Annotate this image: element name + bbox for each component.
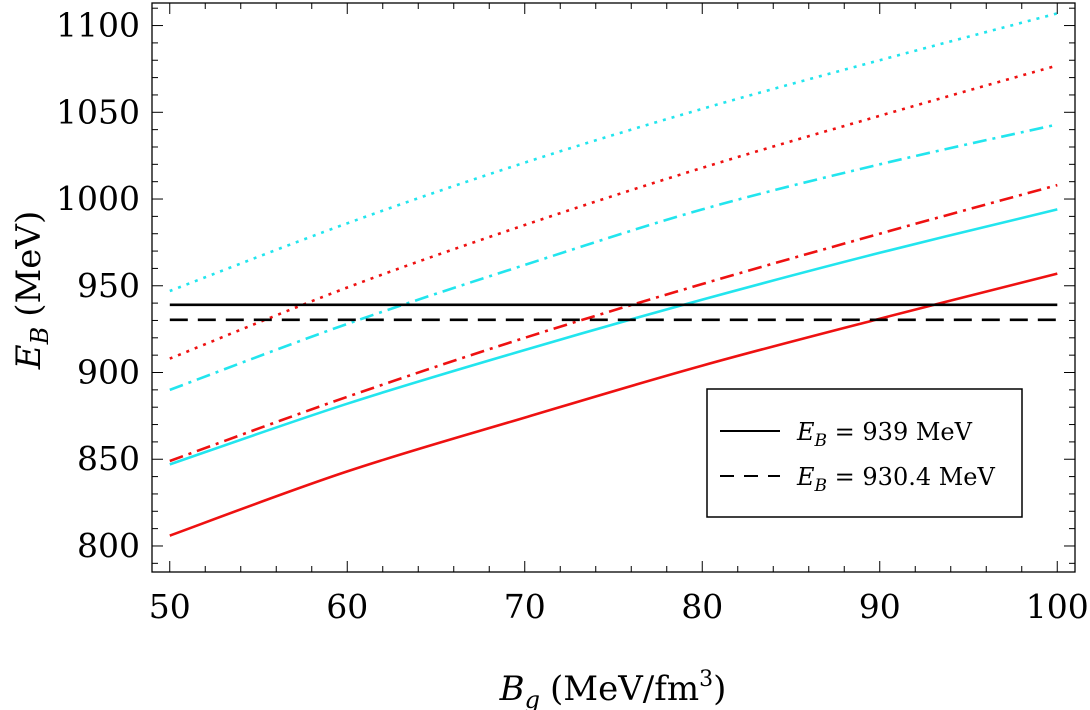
curves-group (169, 12, 1058, 537)
y-tick-label: 1050 (56, 92, 140, 131)
legend-entry-939: EB = 939 MeV (796, 418, 973, 451)
series-line-4 (169, 64, 1058, 360)
y-tick-label: 850 (77, 439, 140, 478)
tick-labels-group: 50 60 70 80 90 100 800 850 900 950 1000 1050 1100 (56, 6, 1089, 626)
y-tick-label: 1000 (56, 179, 140, 218)
x-axis-label: Bg (MeV/fm3) (499, 667, 727, 710)
x-tick-label: 100 (1026, 587, 1089, 626)
y-tick-label: 950 (77, 266, 140, 305)
legend-entry-930: EB = 930.4 MeV (796, 463, 996, 496)
series-line-1 (169, 208, 1058, 466)
series-line-5 (169, 12, 1058, 293)
legend-box (706, 388, 1023, 518)
series-line-0 (169, 272, 1058, 537)
series-line-3 (169, 123, 1058, 392)
x-tick-label: 70 (504, 587, 546, 626)
x-tick-label: 90 (859, 587, 901, 626)
x-tick-label: 60 (326, 587, 368, 626)
plot-frame (151, 2, 1076, 573)
x-tick-label: 50 (149, 587, 191, 626)
y-axis-label: EB(MeV) (9, 211, 54, 371)
series-line-2 (169, 183, 1058, 463)
y-tick-label: 900 (77, 353, 140, 392)
ticks-group (152, 3, 1075, 572)
x-tick-label: 80 (681, 587, 723, 626)
legend: EB = 939 MeV EB = 930.4 MeV (706, 388, 1023, 518)
y-tick-label: 800 (77, 526, 140, 565)
y-tick-label: 1100 (56, 6, 140, 45)
